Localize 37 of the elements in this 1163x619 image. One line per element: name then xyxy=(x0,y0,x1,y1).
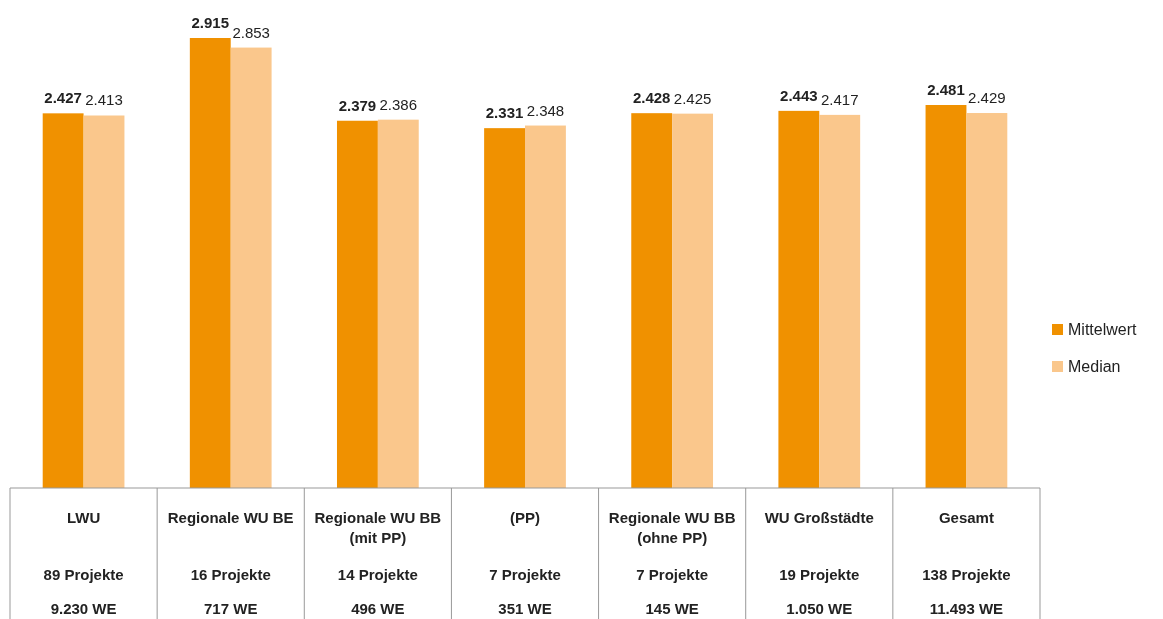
bar xyxy=(925,105,967,488)
data-label: 2.429 xyxy=(968,89,1006,107)
data-label: 2.379 xyxy=(338,96,377,114)
bar xyxy=(230,47,272,488)
legend-label: Median xyxy=(1068,358,1121,375)
data-label: 2.413 xyxy=(85,91,123,109)
bar xyxy=(336,120,378,488)
bar xyxy=(83,115,125,488)
data-label: 2.481 xyxy=(927,81,965,98)
bar xyxy=(778,110,820,488)
data-label: 2.348 xyxy=(526,101,565,119)
bar xyxy=(189,38,231,488)
data-label: 2.853 xyxy=(232,23,270,41)
category-label: Regionale WU BB (ohne PP) 7 Projekte 145 WE xyxy=(608,509,736,617)
data-label: 2.915 xyxy=(191,14,230,31)
category-label: LWU 89 Projekte 9.230 WE xyxy=(43,509,124,617)
data-label: 2.386 xyxy=(379,95,418,113)
data-label: 2.428 xyxy=(632,89,671,107)
data-label: 2.443 xyxy=(780,86,818,104)
category-label: WU Großstädte 19 Projekte 1.050 WE xyxy=(764,509,874,617)
data-label: 2.427 xyxy=(44,89,82,107)
bar xyxy=(42,113,84,488)
category-label: Regionale WU BB (mit PP) 14 Projekte 496 WE xyxy=(314,509,442,617)
data-label: 2.425 xyxy=(673,89,712,107)
bar xyxy=(819,114,861,488)
bar xyxy=(484,128,525,488)
bar xyxy=(966,113,1008,488)
category-label: Regionale WU BE 16 Projekte 717 WE xyxy=(167,509,294,617)
bar xyxy=(672,113,714,488)
legend-label: Mittelwert xyxy=(1068,321,1138,338)
data-label: 2.417 xyxy=(820,90,859,108)
data-label: 2.331 xyxy=(485,104,524,122)
bar xyxy=(525,125,566,488)
category-label: (PP) 7 Projekte 351 WE xyxy=(489,509,561,617)
category-label: Gesamt 138 Projekte 11.493 WE xyxy=(922,509,1011,617)
bar xyxy=(631,113,673,488)
bar xyxy=(377,119,419,488)
